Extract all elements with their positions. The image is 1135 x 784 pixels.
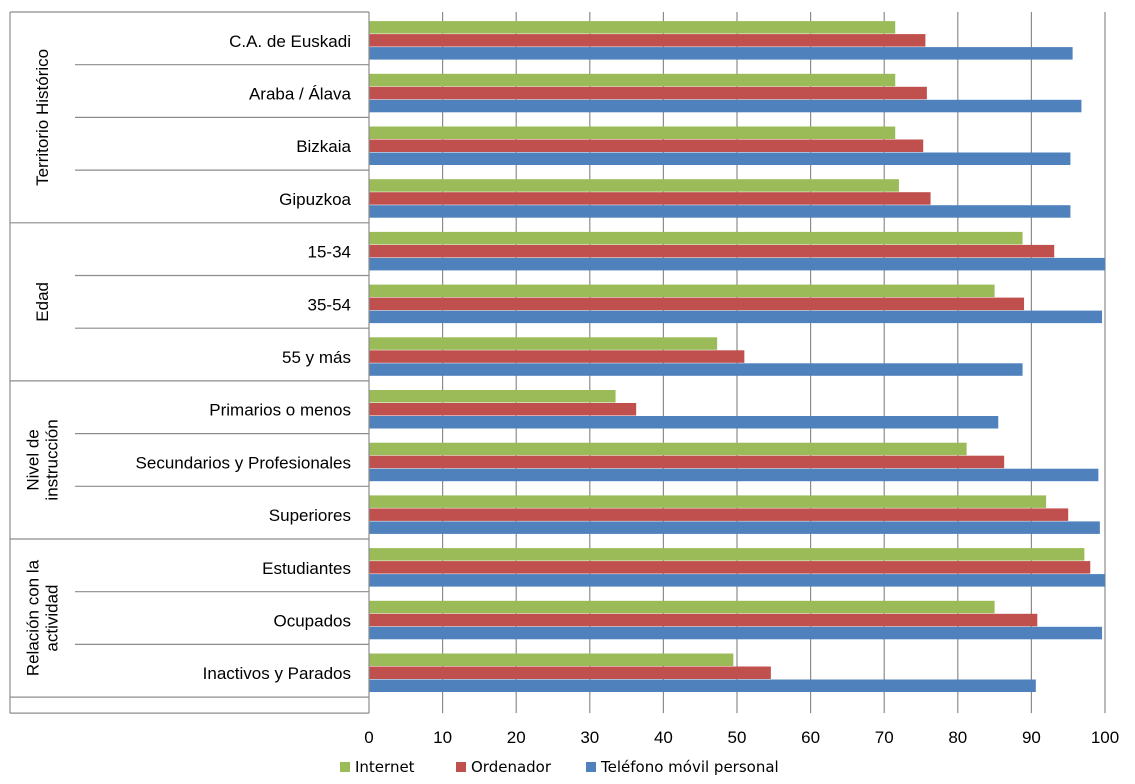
x-tick-label: 70 [875, 728, 894, 747]
legend-swatch [456, 762, 466, 772]
x-tick-label: 30 [580, 728, 599, 747]
bar-internet-9 [369, 495, 1047, 508]
bar-tel-fono-m-vil-personal-9 [369, 521, 1100, 534]
legend-label: Teléfono móvil personal [600, 758, 779, 776]
bar-tel-fono-m-vil-personal-3 [369, 205, 1071, 218]
group-label: Relación con laactividad [24, 559, 62, 676]
category-labels: C.A. de Euskadi Araba / Álava Bizkaia Gipuz… [136, 32, 352, 683]
bar-ordenador-10 [369, 561, 1091, 574]
x-axis-tick-labels: 0 10 20 30 40 50 60 70 80 90 100 [364, 728, 1119, 747]
bar-tel-fono-m-vil-personal-10 [369, 574, 1105, 587]
category-label: 15-34 [308, 243, 351, 262]
bar-ordenador-12 [369, 666, 771, 679]
x-tick-label: 0 [364, 728, 373, 747]
legend-label: Internet [355, 758, 415, 776]
bar-ordenador-0 [369, 34, 926, 47]
bar-tel-fono-m-vil-personal-1 [369, 99, 1082, 113]
bar-ordenador-1 [369, 86, 927, 100]
legend-label: Ordenador [471, 758, 552, 776]
bar-ordenador-8 [369, 455, 1005, 469]
bar-ordenador-9 [369, 508, 1069, 521]
x-tick-label: 60 [801, 728, 820, 747]
category-label: 55 y más [282, 348, 351, 367]
x-tick-label: 50 [728, 728, 747, 747]
bar-internet-7 [369, 390, 616, 403]
bar-tel-fono-m-vil-personal-11 [369, 626, 1103, 640]
bar-internet-1 [369, 73, 896, 87]
bar-tel-fono-m-vil-personal-4 [369, 257, 1105, 271]
category-label: Bizkaia [296, 137, 351, 156]
category-label: Secundarios y Profesionales [136, 453, 351, 472]
bar-tel-fono-m-vil-personal-12 [369, 679, 1036, 692]
group-label: Territorio Histórico [33, 49, 52, 186]
x-tick-label: 40 [654, 728, 673, 747]
x-tick-label: 90 [1022, 728, 1041, 747]
bar-internet-6 [369, 337, 718, 350]
category-label: Araba / Álava [249, 85, 352, 104]
bar-internet-12 [369, 653, 734, 666]
category-label: 35-54 [308, 295, 351, 314]
bar-tel-fono-m-vil-personal-6 [369, 363, 1023, 376]
bar-internet-5 [369, 284, 995, 298]
bar-tel-fono-m-vil-personal-5 [369, 310, 1103, 324]
bar-tel-fono-m-vil-personal-7 [369, 416, 999, 429]
bars [369, 21, 1105, 692]
bar-ordenador-7 [369, 403, 637, 416]
bar-internet-10 [369, 548, 1085, 561]
x-tick-label: 80 [948, 728, 967, 747]
x-tick-label: 20 [507, 728, 526, 747]
category-label: Primarios o menos [209, 401, 351, 420]
x-tick-label: 10 [433, 728, 452, 747]
category-label: Estudiantes [262, 559, 351, 578]
bar-ordenador-6 [369, 350, 745, 363]
legend: Internet Ordenador Teléfono móvil personal [340, 758, 779, 776]
x-tick-label: 100 [1091, 728, 1119, 747]
bar-internet-0 [369, 21, 896, 34]
bar-ordenador-4 [369, 244, 1055, 258]
bar-tel-fono-m-vil-personal-8 [369, 468, 1099, 482]
category-label: Gipuzkoa [279, 190, 351, 209]
legend-swatch [340, 762, 350, 772]
bar-ordenador-11 [369, 613, 1038, 627]
group-label: Edad [33, 282, 52, 322]
bar-ordenador-3 [369, 192, 931, 205]
bar-internet-2 [369, 126, 896, 139]
bar-internet-3 [369, 179, 899, 192]
axis-frame [9, 11, 370, 714]
legend-swatch [586, 762, 596, 772]
bar-tel-fono-m-vil-personal-2 [369, 152, 1071, 165]
bar-internet-8 [369, 442, 967, 456]
category-label: Ocupados [274, 612, 352, 631]
bar-tel-fono-m-vil-personal-0 [369, 47, 1073, 60]
group-label: Nivel deinstrucción [24, 419, 62, 500]
bar-ordenador-5 [369, 297, 1025, 311]
bar-internet-11 [369, 600, 995, 614]
group-labels: Territorio Histórico Edad Nivel deinstrucc… [24, 49, 62, 676]
category-label: Inactivos y Parados [203, 664, 351, 683]
category-label: Superiores [269, 506, 351, 525]
category-label: C.A. de Euskadi [229, 32, 351, 51]
bar-internet-4 [369, 231, 1023, 245]
bar-ordenador-2 [369, 139, 924, 152]
